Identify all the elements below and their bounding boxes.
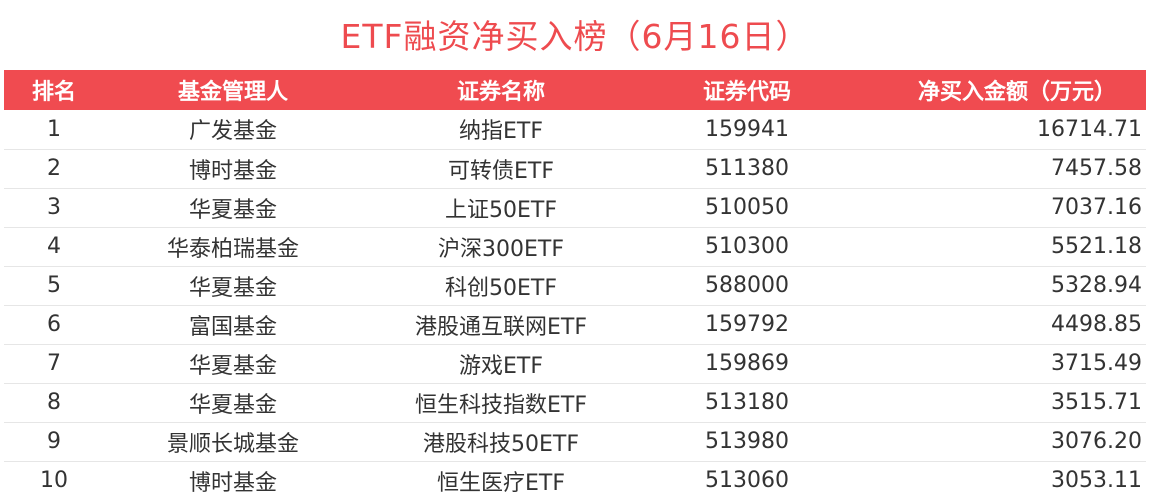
cell-manager: 博时基金 <box>188 158 277 184</box>
cell-amount: 5328.94 <box>1051 273 1142 298</box>
table-row: 2 博时基金 可转债ETF 511380 7457.58 <box>4 149 1146 188</box>
header-code: 证券代码 <box>702 80 791 105</box>
cell-name: 恒生医疗ETF <box>437 470 565 496</box>
cell-code: 513180 <box>705 390 789 415</box>
cell-code: 159869 <box>705 351 789 376</box>
cell-rank: 1 <box>47 116 61 142</box>
cell-rank: 5 <box>47 273 61 298</box>
cell-rank: 3 <box>47 195 61 220</box>
cell-manager: 华夏基金 <box>188 353 277 379</box>
table-row: 3 华夏基金 上证50ETF 510050 7037.16 <box>4 188 1146 227</box>
cell-amount: 7457.58 <box>1051 156 1142 181</box>
cell-amount: 4498.85 <box>1051 312 1142 337</box>
cell-name: 纳指ETF <box>459 119 543 145</box>
cell-rank: 7 <box>47 351 61 376</box>
cell-rank: 2 <box>47 156 61 181</box>
table-row: 10 博时基金 恒生医疗ETF 513060 3053.11 <box>4 461 1146 500</box>
cell-name: 恒生科技指数ETF <box>415 392 587 418</box>
cell-code: 159792 <box>705 312 789 337</box>
cell-name: 游戏ETF <box>459 353 543 379</box>
cell-name: 港股科技50ETF <box>423 431 579 457</box>
header-rank: 排名 <box>31 80 76 105</box>
cell-amount: 16714.71 <box>1037 116 1142 142</box>
cell-rank: 6 <box>47 312 61 337</box>
table-row: 4 华泰柏瑞基金 沪深300ETF 510300 5521.18 <box>4 227 1146 266</box>
cell-manager: 广发基金 <box>188 119 277 145</box>
cell-name: 沪深300ETF <box>438 236 564 262</box>
cell-manager: 华夏基金 <box>188 392 277 418</box>
cell-rank: 9 <box>47 429 61 454</box>
page-title: ETF融资净买入榜（6月16日） <box>340 17 810 56</box>
table-row: 5 华夏基金 科创50ETF 588000 5328.94 <box>4 266 1146 305</box>
cell-name: 港股通互联网ETF <box>415 314 587 340</box>
cell-amount: 3053.11 <box>1051 468 1142 494</box>
cell-manager: 景顺长城基金 <box>166 431 299 457</box>
cell-manager: 华夏基金 <box>188 197 277 223</box>
cell-amount: 3515.71 <box>1051 390 1142 415</box>
cell-manager: 富国基金 <box>188 314 277 340</box>
cell-name: 上证50ETF <box>445 197 557 223</box>
header-manager: 基金管理人 <box>177 80 288 105</box>
table-row: 9 景顺长城基金 港股科技50ETF 513980 3076.20 <box>4 422 1146 461</box>
cell-amount: 3076.20 <box>1051 429 1142 454</box>
cell-rank: 8 <box>47 390 61 415</box>
cell-name: 科创50ETF <box>445 275 557 301</box>
cell-manager: 华泰柏瑞基金 <box>166 236 299 262</box>
cell-code: 511380 <box>705 156 789 181</box>
header-amount: 净买入金额（万元） <box>917 80 1116 105</box>
cell-amount: 7037.16 <box>1051 195 1142 220</box>
cell-rank: 10 <box>40 468 68 494</box>
cell-manager: 华夏基金 <box>188 275 277 301</box>
table-row: 7 华夏基金 游戏ETF 159869 3715.49 <box>4 344 1146 383</box>
cell-code: 513060 <box>705 468 789 494</box>
cell-amount: 5521.18 <box>1051 234 1142 259</box>
header-name: 证券名称 <box>456 80 545 105</box>
cell-code: 588000 <box>705 273 789 298</box>
table-header: 排名 基金管理人 证券名称 证券代码 净买入金额（万元） <box>4 70 1146 110</box>
cell-manager: 博时基金 <box>188 470 277 496</box>
cell-amount: 3715.49 <box>1051 351 1142 376</box>
cell-name: 可转债ETF <box>448 158 554 184</box>
etf-ranking-table: 排名 基金管理人 证券名称 证券代码 净买入金额（万元） 1 广发基金 纳指ET… <box>4 70 1146 500</box>
header-row: 排名 基金管理人 证券名称 证券代码 净买入金额（万元） <box>4 70 1146 110</box>
cell-code: 510300 <box>705 234 789 259</box>
table-row: 1 广发基金 纳指ETF 159941 16714.71 <box>4 110 1146 149</box>
table-row: 6 富国基金 港股通互联网ETF 159792 4498.85 <box>4 305 1146 344</box>
table-row: 8 华夏基金 恒生科技指数ETF 513180 3515.71 <box>4 383 1146 422</box>
table-body: 1 广发基金 纳指ETF 159941 16714.71 2 博时基金 可转债E… <box>4 110 1146 500</box>
cell-code: 159941 <box>705 116 789 142</box>
cell-code: 510050 <box>705 195 789 220</box>
cell-rank: 4 <box>47 234 61 259</box>
cell-code: 513980 <box>705 429 789 454</box>
